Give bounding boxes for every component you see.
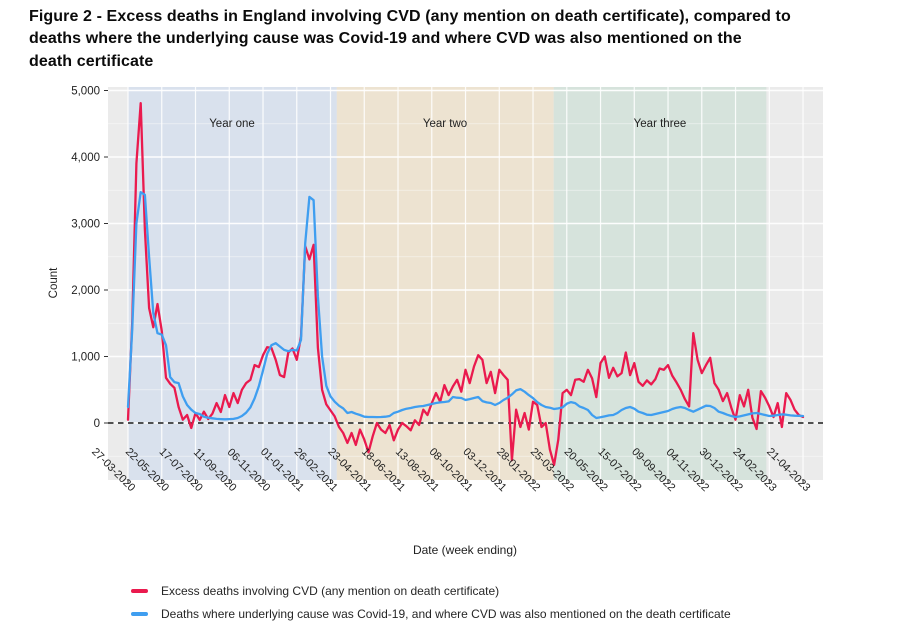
chart-legend: Excess deaths involving CVD (any mention… [131, 583, 731, 622]
series-line-excess-cvd [126, 101, 805, 467]
y-tick-label: 2,000 [71, 285, 100, 297]
figure-title-line2: deaths where the underlying cause was Co… [29, 30, 742, 48]
y-tick-label: 4,000 [71, 152, 100, 164]
legend-mark-red-line [131, 589, 148, 593]
figure-title: Figure 2 - Excess deaths in England invo… [29, 6, 899, 73]
legend-item-excess-cvd: Excess deaths involving CVD (any mention… [131, 583, 731, 599]
figure-title-line3: death certificate [29, 52, 154, 70]
y-tick-label: 1,000 [71, 352, 100, 364]
figure-title-line1: Figure 2 - Excess deaths in England invo… [29, 8, 791, 25]
y-axis-title: Count [48, 267, 60, 298]
series-line-covid-cvd [126, 191, 805, 421]
year-region-3 [553, 87, 767, 480]
year-region-1 [128, 87, 337, 480]
year-region-label: Year one [209, 118, 255, 130]
legend-item-covid-cvd: Deaths where underlying cause was Covid-… [131, 606, 731, 622]
x-axis-title: Date (week ending) [413, 543, 517, 557]
year-region-label: Year two [423, 118, 467, 130]
legend-mark-blue-line [131, 612, 148, 616]
y-tick-label: 3,000 [71, 219, 100, 231]
legend-label-excess-cvd: Excess deaths involving CVD (any mention… [161, 584, 500, 598]
y-tick-label: 0 [94, 418, 100, 430]
year-region-label: Year three [634, 118, 687, 130]
legend-label-covid-cvd: Deaths where underlying cause was Covid-… [161, 607, 731, 621]
y-tick-label: 5,000 [71, 86, 100, 98]
